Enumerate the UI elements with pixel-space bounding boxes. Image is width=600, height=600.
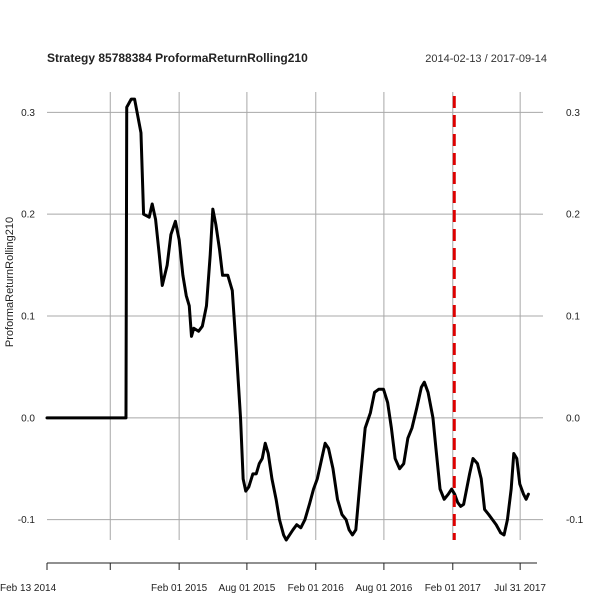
series-layer — [45, 97, 530, 542]
y-tick-label-right: 0.3 — [566, 108, 580, 119]
x-tick-label: Aug 01 2016 — [356, 583, 413, 594]
x-tick-label: Feb 01 2015 — [151, 583, 208, 594]
x-tick-label: Feb 13 2014 — [0, 583, 57, 594]
gridlines — [47, 92, 537, 540]
x-tick-label: Aug 01 2015 — [219, 583, 276, 594]
y-tick-label-left: 0.2 — [21, 210, 35, 221]
x-tick-label: Jul 31 2017 — [494, 583, 546, 594]
y-tick-label-right: 0.2 — [566, 210, 580, 221]
series-line — [45, 97, 530, 542]
x-tick-label: Feb 01 2016 — [288, 583, 345, 594]
y-tick-label-left: 0.3 — [21, 108, 35, 119]
axes: -0.1 -0.1 0.0 0.0 0.1 0.1 0.2 0.2 0.3 0.3 Feb 13 2… — [0, 108, 584, 594]
y-tick-label-right: -0.1 — [566, 515, 584, 526]
y-tick-label-left: 0.1 — [21, 312, 35, 323]
y-tick-label-right: 0.1 — [566, 312, 580, 323]
y-tick-label-left: 0.0 — [21, 413, 35, 424]
y-axis-label: ProformaReturnRolling210 — [4, 217, 16, 347]
y-tick-label-right: 0.0 — [566, 413, 580, 424]
y-tick-label-left: -0.1 — [18, 515, 36, 526]
date-range-label: 2014-02-13 / 2017-09-14 — [425, 53, 547, 65]
chart-title: Strategy 85788384 ProformaReturnRolling2… — [47, 51, 308, 65]
x-tick-label: Feb 01 2017 — [425, 583, 482, 594]
